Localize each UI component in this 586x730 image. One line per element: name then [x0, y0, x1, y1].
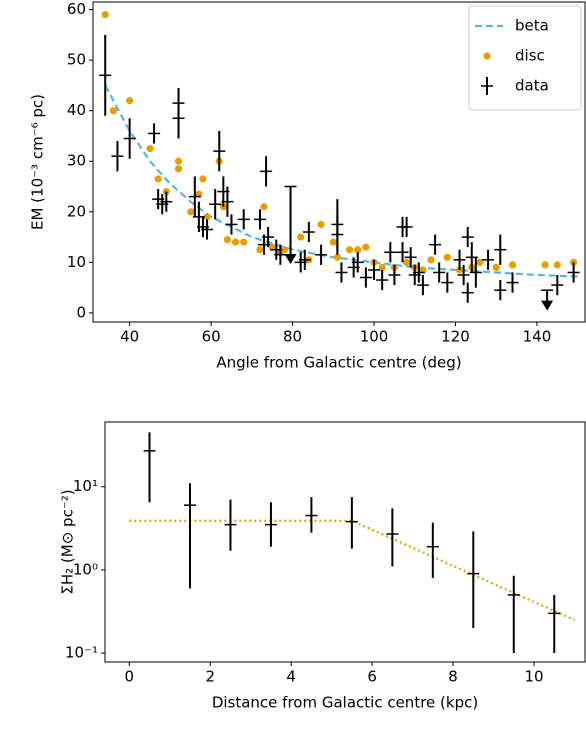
x-tick-label: 80	[283, 328, 302, 346]
y-tick-label: 10⁰	[73, 560, 98, 578]
x-tick-label: 40	[120, 328, 139, 346]
y-tick-label: 10	[67, 253, 86, 271]
plot: 40 60 80 100 120 140 0 10 20 30 40 50 60 Angle from G…	[29, 0, 586, 372]
disc-point	[154, 175, 162, 183]
x-axis-label: Distance from Galactic centre (kpc)	[212, 694, 478, 712]
y-tick-label: 60	[67, 0, 86, 18]
y-tick-label: 0	[76, 303, 86, 321]
disc-point	[354, 246, 362, 254]
y-tick-label: 20	[67, 202, 86, 220]
legend-label: beta	[515, 17, 549, 35]
disc-point	[203, 213, 211, 221]
y-axis-label: EM (10⁻³ cm⁻⁶ pc)	[29, 94, 47, 230]
y-tick-label: 40	[67, 101, 86, 119]
disc-point	[109, 107, 117, 115]
disc-point	[317, 220, 325, 229]
disc-point	[508, 261, 517, 269]
disc-point	[362, 243, 370, 251]
x-tick-label: 100	[360, 328, 389, 346]
disc-point	[260, 203, 268, 211]
plot: 0 2 4 6 8 10 10⁻¹ 10⁰ 10¹ Distance from Galactic …	[59, 421, 586, 712]
x-tick-label: 60	[202, 328, 221, 346]
disc-point	[553, 261, 561, 269]
disc-point	[146, 145, 154, 153]
disc-point	[378, 263, 386, 272]
x-tick-label: 8	[448, 668, 458, 686]
y-tick-label: 50	[67, 51, 86, 69]
fit-line	[104, 84, 578, 278]
disc-point	[297, 233, 305, 241]
legend-swatch	[483, 52, 491, 60]
x-tick-label: 4	[286, 668, 296, 686]
disc-point	[345, 246, 354, 254]
disc-point	[541, 261, 549, 269]
disc-point	[187, 208, 195, 216]
x-tick-label: 6	[367, 668, 377, 686]
disc-point	[231, 238, 240, 246]
disc-point	[101, 11, 109, 19]
disc-point	[476, 258, 484, 266]
legend-box	[468, 5, 582, 111]
disc-point	[329, 238, 337, 246]
upper-limit-arrow	[284, 254, 297, 265]
legend: beta disc data	[468, 5, 582, 111]
disc-point	[240, 238, 248, 246]
x-tick-label: 2	[205, 668, 215, 686]
y-tick-label: 10¹	[73, 477, 98, 495]
plot-frame	[104, 421, 586, 663]
upper-limit-arrow	[541, 300, 554, 311]
disc-point	[223, 235, 232, 244]
fit-line	[129, 519, 575, 621]
x-axis-label: Angle from Galactic centre (deg)	[216, 354, 461, 372]
plot-frame	[92, 1, 586, 323]
disc-point	[199, 175, 207, 183]
disc-point	[174, 157, 183, 165]
disc-point	[126, 96, 134, 105]
disc-point	[443, 253, 451, 261]
legend-label: disc	[515, 47, 545, 65]
x-tick-label: 120	[441, 328, 470, 346]
disc-point	[333, 253, 341, 261]
y-tick-label: 10⁻¹	[65, 644, 98, 662]
disc-point	[174, 165, 183, 173]
x-tick-label: 140	[523, 328, 552, 346]
x-tick-label: 0	[125, 668, 135, 686]
disc-point	[492, 263, 500, 272]
y-axis-label: ΣH₂ (M⊙ pc⁻²)	[59, 489, 77, 594]
legend-label: data	[515, 77, 549, 95]
x-tick-label: 10	[524, 668, 543, 686]
disc-point	[280, 246, 289, 254]
disc-point	[427, 256, 435, 264]
disc-point	[403, 258, 411, 266]
disc-point	[256, 246, 264, 254]
y-tick-label: 30	[67, 152, 86, 170]
